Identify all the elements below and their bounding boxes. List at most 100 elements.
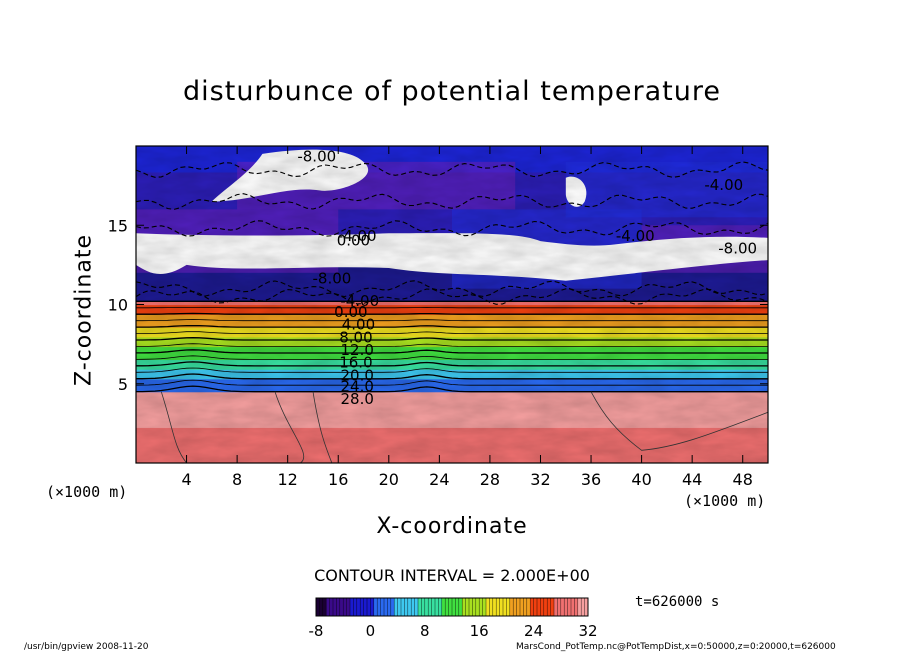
footer-right: MarsCond_PotTemp.nc@PotTempDist,x=0:5000…: [516, 642, 836, 652]
y-tick-label: 10: [108, 296, 128, 315]
contour-line: [136, 379, 768, 386]
colorbar-tick-label: 32: [578, 622, 597, 640]
colorbar-cell: [509, 598, 514, 616]
y-axis-label: Z-coordinate: [71, 234, 97, 386]
colorbar-cell: [401, 598, 405, 616]
colorbar-cell: [503, 598, 507, 616]
contour-label: 4.00: [342, 316, 375, 334]
colorbar-cell: [424, 598, 429, 616]
contour-line: [136, 373, 768, 380]
time-label: t=626000 s: [635, 594, 720, 610]
contour-line: [136, 343, 768, 347]
colorbar-cell: [543, 598, 548, 616]
x-tick-label: 16: [328, 470, 348, 489]
y-axis: 5 10 15: [108, 216, 768, 394]
x-tick-label: 32: [530, 470, 550, 489]
colorbar-cell: [458, 598, 463, 616]
colorbar-cell: [322, 598, 327, 616]
x-tick-label: 44: [682, 470, 702, 489]
colorbar-cell: [448, 598, 453, 616]
colorbar-cell: [475, 598, 480, 616]
y-tick-label: 15: [108, 216, 128, 235]
x-tick-label: 24: [429, 470, 449, 489]
contour-label: 0.00: [334, 303, 367, 321]
colorbar-cell: [554, 598, 558, 616]
contour-line-warm: [590, 391, 768, 451]
colorbar-cell: [567, 598, 572, 616]
colorbar-cell: [574, 598, 579, 616]
colorbar-cell: [479, 598, 483, 616]
colorbar-cell: [384, 598, 388, 616]
colorbar-cell: [564, 598, 568, 616]
colorbar-cell: [407, 598, 412, 616]
colorbar-cell: [462, 598, 466, 616]
colorbar-cell: [350, 598, 354, 616]
colorbar-cell: [452, 598, 456, 616]
x-tick-label: 28: [480, 470, 500, 489]
colorbar-cell: [441, 598, 446, 616]
x-unit-label-right: (×1000 m): [684, 492, 766, 510]
contour-label: 8.00: [339, 328, 372, 346]
colorbar-cell: [513, 598, 517, 616]
colorbar-cell: [411, 598, 415, 616]
colorbar-cell: [367, 598, 371, 616]
contour-label: 12.0: [340, 341, 373, 359]
colorbar-cell: [492, 598, 497, 616]
contour-line: [136, 355, 768, 360]
colorbar-cell: [571, 598, 575, 616]
colorbar-cell: [584, 598, 589, 616]
contour-line-negative: [136, 280, 768, 298]
colorbar-cell: [333, 598, 337, 616]
contour-label: -4.00: [704, 176, 743, 194]
contour-label: -4.00: [616, 227, 655, 245]
contour-labels: -8.00-8.00-4.000.00 -4.00-4.00-8.00-4.000…: [297, 148, 757, 409]
colorbar-cell: [377, 598, 381, 616]
colorbar-cell: [465, 598, 470, 616]
colorbar-cell: [418, 598, 422, 616]
contour-line: [136, 312, 768, 315]
contour-line-warm: [160, 391, 187, 463]
contour-line: [136, 319, 768, 322]
colorbar-cell: [319, 598, 324, 616]
colorbar-cell: [445, 598, 449, 616]
colorbar-cell: [326, 598, 330, 616]
colorbar-cell: [387, 598, 392, 616]
contour-label: -8.00: [297, 148, 336, 166]
chart-title: disturbunce of potential temperature: [183, 76, 721, 107]
contour-line: [136, 361, 768, 367]
colorbar-cell: [404, 598, 409, 616]
colorbar-cell: [438, 598, 443, 616]
colorbar-cell: [360, 598, 364, 616]
colorbar-cell: [353, 598, 358, 616]
colorbar-cell: [346, 598, 351, 616]
colorbar-cell: [520, 598, 524, 616]
contour-line: [136, 324, 768, 328]
colorbar-cell: [489, 598, 494, 616]
contour-line: [136, 349, 768, 354]
colorbar-cell: [380, 598, 385, 616]
contour-label: 28.0: [340, 390, 373, 408]
x-tick-label: 4: [181, 470, 191, 489]
contour-line: [136, 367, 768, 373]
colorbar-cell: [316, 598, 320, 616]
contour-line-negative: [136, 288, 768, 305]
contour-line: [136, 331, 768, 334]
colorbar-cell: [550, 598, 555, 616]
colorbar-cell: [537, 598, 541, 616]
colorbar-cell: [394, 598, 398, 616]
colorbar-cell: [506, 598, 511, 616]
x-axis-label: X-coordinate: [376, 514, 528, 539]
plot-area: [136, 146, 768, 463]
colorbar-frame: [315, 597, 589, 617]
colorbar-cell: [421, 598, 426, 616]
colorbar-cell: [455, 598, 460, 616]
colorbar-cell: [431, 598, 436, 616]
colorbar-cell: [499, 598, 504, 616]
contour-label: 20.0: [340, 366, 373, 384]
x-axis: 4 8 12 16 20 24 28 32 36 40 44 48: [181, 146, 753, 489]
colorbar-cell: [523, 598, 528, 616]
colorbar-tick-label: 24: [524, 622, 543, 640]
colorbar-cell: [370, 598, 375, 616]
colorbar-cell: [482, 598, 487, 616]
